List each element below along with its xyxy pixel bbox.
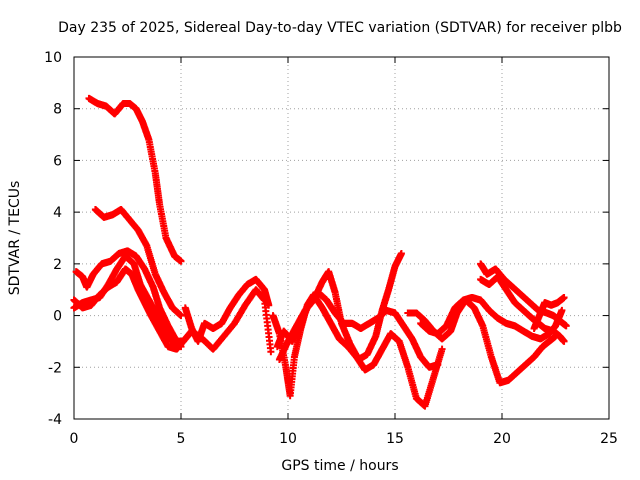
data-point-marker (267, 348, 275, 356)
series-trace-2 (91, 206, 185, 320)
data-point-marker (438, 345, 446, 353)
series-trace-14 (530, 293, 568, 332)
grid (74, 57, 609, 419)
y-tick-label: 6 (53, 153, 62, 169)
data-point-marker (562, 322, 570, 330)
y-tick-label: -4 (48, 412, 62, 428)
series-trace-1 (85, 94, 185, 265)
data-point-marker (560, 337, 568, 345)
series-trace-6 (181, 275, 273, 345)
data-point-marker (177, 312, 185, 320)
data-point-marker (397, 250, 405, 258)
plot-frame (73, 56, 610, 420)
x-tick-label: 20 (493, 431, 511, 447)
y-tick-label: -2 (48, 360, 62, 376)
series-trace-12 (477, 260, 570, 330)
y-tick-label: 8 (53, 102, 62, 118)
data-point-marker (265, 301, 273, 309)
axis-ticks: 0 5 10 15 20 25 -4 -2 0 2 4 6 8 10 (44, 50, 618, 447)
series-trace-13 (477, 273, 568, 345)
data-point-marker (177, 257, 185, 265)
data-point-marker (560, 293, 568, 301)
y-tick-label: 2 (53, 257, 62, 273)
y-tick-label: 4 (53, 205, 62, 221)
chart-title: Day 235 of 2025, Sidereal Day-to-day VTE… (58, 20, 622, 36)
data-point-marker (558, 306, 566, 314)
x-axis-label: GPS time / hours (281, 458, 398, 474)
x-tick-label: 5 (177, 431, 186, 447)
data-point-marker (434, 361, 442, 369)
x-tick-label: 10 (279, 431, 297, 447)
x-tick-label: 25 (600, 431, 618, 447)
series-trace-11 (417, 293, 566, 343)
y-tick-label: 0 (53, 309, 62, 325)
y-tick-label: 10 (44, 50, 62, 66)
series-trace-9 (273, 288, 442, 371)
data-series (70, 94, 570, 410)
x-tick-label: 0 (70, 431, 79, 447)
series-trace-5 (70, 265, 275, 356)
y-axis-label: SDTVAR / TECUs (7, 181, 23, 296)
x-tick-label: 15 (386, 431, 404, 447)
